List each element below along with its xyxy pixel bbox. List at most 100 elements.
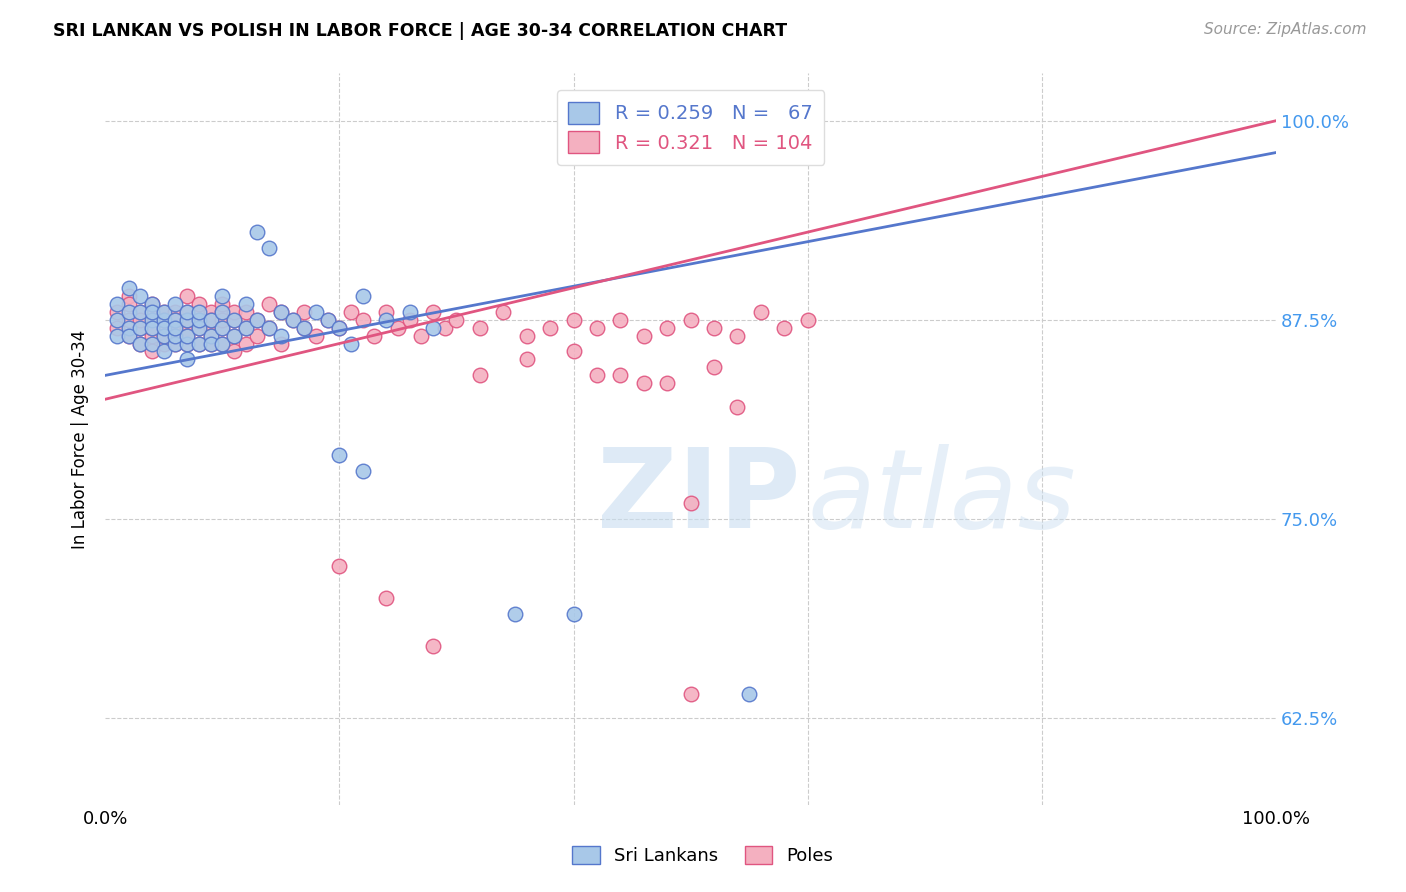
Point [129, 312, 152, 326]
Point [141, 328, 163, 343]
Point [305, 304, 328, 318]
Point [117, 297, 139, 311]
Point [538, 320, 561, 334]
Point [609, 368, 631, 383]
Point [328, 320, 350, 334]
Point [141, 297, 163, 311]
Point [222, 312, 245, 326]
Point [586, 320, 609, 334]
Point [657, 376, 679, 391]
Point [176, 336, 198, 351]
Point [200, 336, 222, 351]
Point [200, 320, 222, 334]
Point [152, 312, 174, 326]
Y-axis label: In Labor Force | Age 30-34: In Labor Force | Age 30-34 [72, 329, 89, 549]
Point [152, 312, 174, 326]
Text: ZIP: ZIP [598, 444, 800, 551]
Point [246, 328, 269, 343]
Point [152, 344, 174, 359]
Point [235, 320, 257, 334]
Point [187, 297, 209, 311]
Point [117, 281, 139, 295]
Point [292, 320, 315, 334]
Point [176, 304, 198, 318]
Point [211, 320, 233, 334]
Point [141, 304, 163, 318]
Point [152, 336, 174, 351]
Point [633, 328, 655, 343]
Point [562, 607, 585, 621]
Point [422, 304, 444, 318]
Point [187, 320, 209, 334]
Point [141, 304, 163, 318]
Point [117, 328, 139, 343]
Point [725, 401, 748, 415]
Point [141, 320, 163, 334]
Point [235, 336, 257, 351]
Point [468, 368, 491, 383]
Point [176, 352, 198, 367]
Point [773, 320, 796, 334]
Point [679, 496, 702, 510]
Point [105, 320, 128, 334]
Point [503, 607, 526, 621]
Point [246, 312, 269, 326]
Point [270, 336, 292, 351]
Point [316, 312, 339, 326]
Point [117, 304, 139, 318]
Point [468, 320, 491, 334]
Point [200, 304, 222, 318]
Point [292, 304, 315, 318]
Point [235, 304, 257, 318]
Point [176, 328, 198, 343]
Point [411, 328, 433, 343]
Point [129, 336, 152, 351]
Point [152, 304, 174, 318]
Point [105, 328, 128, 343]
Point [270, 304, 292, 318]
Point [270, 304, 292, 318]
Point [105, 312, 128, 326]
Point [165, 320, 187, 334]
Point [152, 304, 174, 318]
Point [129, 289, 152, 303]
Point [235, 320, 257, 334]
Point [200, 312, 222, 326]
Point [679, 312, 702, 326]
Point [187, 336, 209, 351]
Point [387, 320, 409, 334]
Point [328, 559, 350, 574]
Point [340, 304, 363, 318]
Point [105, 297, 128, 311]
Point [703, 320, 725, 334]
Point [586, 368, 609, 383]
Point [725, 328, 748, 343]
Point [141, 320, 163, 334]
Point [246, 225, 269, 239]
Point [281, 312, 304, 326]
Text: atlas: atlas [807, 444, 1076, 551]
Point [352, 312, 374, 326]
Point [328, 320, 350, 334]
Point [129, 320, 152, 334]
Point [165, 328, 187, 343]
Point [211, 297, 233, 311]
Point [165, 312, 187, 326]
Point [257, 320, 280, 334]
Text: SRI LANKAN VS POLISH IN LABOR FORCE | AGE 30-34 CORRELATION CHART: SRI LANKAN VS POLISH IN LABOR FORCE | AG… [53, 22, 787, 40]
Point [152, 328, 174, 343]
Point [446, 312, 468, 326]
Point [292, 320, 315, 334]
Point [352, 464, 374, 478]
Legend: Sri Lankans, Poles: Sri Lankans, Poles [565, 838, 841, 872]
Point [141, 312, 163, 326]
Point [211, 320, 233, 334]
Point [281, 312, 304, 326]
Point [328, 448, 350, 462]
Point [703, 360, 725, 375]
Point [176, 312, 198, 326]
Point [211, 289, 233, 303]
Point [422, 639, 444, 653]
Point [129, 304, 152, 318]
Point [398, 312, 420, 326]
